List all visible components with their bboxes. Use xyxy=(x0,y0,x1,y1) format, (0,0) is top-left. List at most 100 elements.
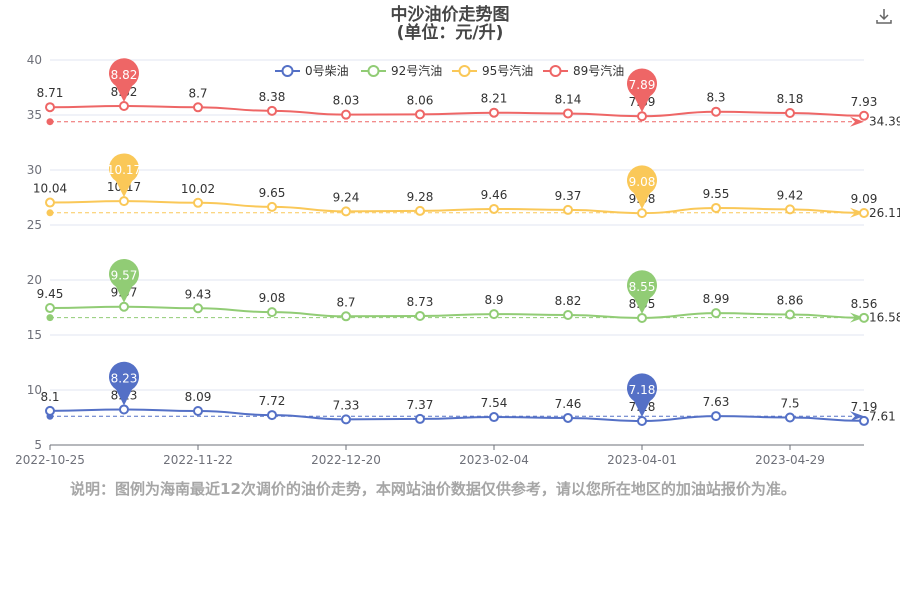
max-pin: 9.57 xyxy=(109,259,139,303)
data-point xyxy=(859,110,869,121)
data-label: 7.63 xyxy=(703,395,730,409)
data-point xyxy=(489,309,499,320)
data-label: 8.9 xyxy=(484,293,503,307)
legend-item-3[interactable]: 89号汽油 xyxy=(543,63,624,78)
average-label: 26.11 xyxy=(869,206,900,220)
x-tick-label: 2023-04-01 xyxy=(607,453,677,467)
data-point xyxy=(785,309,795,320)
min-pin: 9.08 xyxy=(627,165,658,210)
data-label: 10.04 xyxy=(33,182,67,196)
data-point xyxy=(637,416,647,427)
x-tick-label: 2022-12-20 xyxy=(311,453,381,467)
data-point xyxy=(637,111,647,122)
data-point xyxy=(45,303,55,314)
data-point xyxy=(711,202,721,213)
data-label: 10.02 xyxy=(181,182,215,196)
min-pin-label: 7.89 xyxy=(629,78,656,92)
chart-legend[interactable]: 0号柴油 92号汽油 95号汽油 89号汽油 xyxy=(275,63,624,78)
data-label: 8.73 xyxy=(407,295,434,309)
data-point xyxy=(341,311,351,322)
max-pin-label: 8.23 xyxy=(111,371,138,385)
data-label: 9.45 xyxy=(37,287,64,301)
average-start-dot xyxy=(46,209,54,217)
min-pin-shape xyxy=(627,270,658,314)
legend-swatch-dot xyxy=(549,65,562,77)
data-point xyxy=(489,107,499,118)
legend-label: 92号汽油 xyxy=(391,63,442,78)
data-label: 8.1 xyxy=(40,390,59,404)
max-pin-label: 10.17 xyxy=(107,163,141,177)
legend-label: 95号汽油 xyxy=(482,63,533,78)
series-0: 7.61 8.1 8.23 8.09 7.72 7.33 7.37 7.54 7.46 7.18 7… xyxy=(40,361,896,427)
average-arrow xyxy=(850,411,864,422)
min-pin-shape xyxy=(627,373,658,418)
data-point xyxy=(415,109,425,120)
data-label: 8.71 xyxy=(37,86,64,100)
data-point xyxy=(711,308,721,319)
data-point xyxy=(267,201,277,212)
data-label: 8.7 xyxy=(336,295,355,309)
legend-swatch-dot xyxy=(367,65,380,77)
data-label: 9.09 xyxy=(851,192,878,206)
y-tick-label: 15 xyxy=(27,328,42,342)
data-point xyxy=(45,102,55,113)
x-tick-label: 2023-04-29 xyxy=(755,453,825,467)
data-label: 7.5 xyxy=(780,397,799,411)
chart-series: 7.61 8.1 8.23 8.09 7.72 7.33 7.37 7.54 7.46 7.18 7… xyxy=(33,58,900,427)
min-pin-shape xyxy=(627,68,658,113)
y-tick-label: 30 xyxy=(27,163,42,177)
data-label: 9.42 xyxy=(777,188,804,202)
min-pin-label: 7.18 xyxy=(629,383,656,397)
data-point xyxy=(119,301,129,312)
data-label: 8.99 xyxy=(703,292,730,306)
download-icon[interactable] xyxy=(874,6,894,26)
data-point xyxy=(711,106,721,117)
data-label: 9.08 xyxy=(259,291,286,305)
average-start-dot xyxy=(46,118,54,126)
chart-title-line2: (单位：元/升) xyxy=(397,22,504,43)
max-pin: 10.17 xyxy=(107,153,141,198)
data-point xyxy=(45,197,55,208)
data-label: 8.18 xyxy=(777,92,804,106)
data-point xyxy=(415,205,425,216)
data-point xyxy=(267,307,277,318)
data-point xyxy=(785,204,795,215)
legend-item-0[interactable]: 0号柴油 xyxy=(275,64,349,78)
data-label: 7.33 xyxy=(333,398,360,412)
max-pin-shape xyxy=(109,153,139,198)
min-pin: 7.18 xyxy=(627,373,658,418)
data-label: 7.19 xyxy=(851,400,878,414)
data-label: 8.14 xyxy=(555,92,582,106)
chart-title-line1: 中沙油价走势图 xyxy=(391,4,510,25)
legend-item-2[interactable]: 95号汽油 xyxy=(452,63,533,78)
legend-label: 89号汽油 xyxy=(573,63,624,78)
max-pin: 8.23 xyxy=(109,361,139,406)
data-point xyxy=(341,414,351,425)
data-point xyxy=(859,415,869,426)
data-label: 9.24 xyxy=(333,190,360,204)
series-1: 16.58 9.45 9.57 9.43 9.08 8.7 8.73 8.9 8.82 8.55 8… xyxy=(37,259,900,325)
data-label: 9.55 xyxy=(703,187,730,201)
data-point xyxy=(859,312,869,323)
data-point xyxy=(193,197,203,208)
y-tick-label: 20 xyxy=(27,273,42,287)
x-tick-label: 2023-02-04 xyxy=(459,453,529,467)
data-label: 7.46 xyxy=(555,397,582,411)
data-point xyxy=(119,404,129,415)
legend-item-1[interactable]: 92号汽油 xyxy=(361,63,442,78)
data-point xyxy=(859,208,869,219)
y-tick-label: 25 xyxy=(27,218,42,232)
series-line xyxy=(49,104,865,118)
data-label: 8.86 xyxy=(777,294,804,308)
data-label: 8.06 xyxy=(407,93,434,107)
min-pin-label: 8.55 xyxy=(629,280,656,294)
data-point xyxy=(119,100,129,111)
data-point xyxy=(341,206,351,217)
data-point xyxy=(267,105,277,116)
data-point xyxy=(489,412,499,423)
y-tick-label: 35 xyxy=(27,108,42,122)
data-point xyxy=(785,108,795,119)
legend-label: 0号柴油 xyxy=(305,64,349,78)
data-label: 9.37 xyxy=(555,189,582,203)
